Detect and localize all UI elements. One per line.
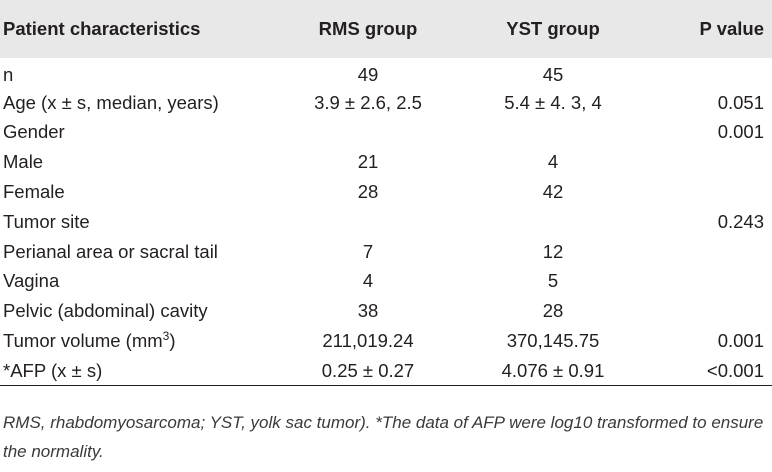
row-label: Male bbox=[3, 151, 44, 173]
table-row: n 49 45 bbox=[0, 58, 772, 88]
p-value bbox=[663, 296, 772, 326]
row-label: Pelvic (abdominal) cavity bbox=[3, 300, 208, 322]
row-label: *AFP (x ± s) bbox=[3, 359, 103, 381]
rms-value: 21 bbox=[357, 151, 379, 173]
rms-value: 28 bbox=[357, 181, 379, 203]
yst-value: 5.4 ± 4. 3, 4 bbox=[504, 91, 602, 113]
row-label: Vagina bbox=[3, 270, 60, 292]
table-row: Pelvic (abdominal) cavity 38 28 bbox=[0, 296, 772, 326]
yst-value: 45 bbox=[542, 63, 564, 85]
p-value bbox=[663, 267, 772, 297]
row-label: Tumor site bbox=[3, 210, 90, 232]
p-value: 0.001 bbox=[717, 121, 764, 143]
table-row: Vagina 4 5 bbox=[0, 267, 772, 297]
yst-value: 370,145.75 bbox=[506, 330, 600, 352]
yst-value: 42 bbox=[542, 181, 564, 203]
table-row: Tumor volume (mm3) 211,019.24 370,145.75… bbox=[0, 326, 772, 356]
header-patient-characteristics: Patient characteristics bbox=[3, 18, 201, 39]
table-row: Tumor site 0.243 bbox=[0, 207, 772, 237]
p-value bbox=[663, 177, 772, 207]
rms-value: 211,019.24 bbox=[322, 330, 414, 352]
p-value: 0.243 bbox=[717, 210, 764, 232]
rms-value: 3.9 ± 2.6, 2.5 bbox=[314, 91, 422, 113]
table-row: Male 21 4 bbox=[0, 147, 772, 177]
row-label: Tumor volume (mm bbox=[3, 330, 163, 352]
table-header-row: Patient characteristics RMS group YST gr… bbox=[0, 0, 772, 58]
header-p-value: P value bbox=[699, 18, 764, 39]
yst-value: 5 bbox=[547, 270, 559, 292]
rms-value: 4 bbox=[362, 270, 374, 292]
p-value: <0.001 bbox=[706, 359, 764, 381]
header-yst-group: YST group bbox=[506, 18, 600, 39]
row-label: Gender bbox=[3, 121, 65, 143]
p-value bbox=[663, 237, 772, 267]
superscript-exponent: 3 bbox=[162, 329, 170, 344]
rms-value bbox=[293, 207, 443, 237]
rms-value: 49 bbox=[357, 63, 379, 85]
yst-value: 12 bbox=[542, 240, 564, 262]
yst-value bbox=[443, 118, 663, 148]
yst-value: 4.076 ± 0.91 bbox=[501, 359, 605, 381]
row-label: Perianal area or sacral tail bbox=[3, 240, 218, 262]
row-label: Age (x ± s, median, years) bbox=[3, 91, 219, 113]
p-value: 0.051 bbox=[717, 91, 764, 113]
table-row: Age (x ± s, median, years) 3.9 ± 2.6, 2.… bbox=[0, 88, 772, 118]
rms-value bbox=[293, 118, 443, 148]
row-label-suffix: ) bbox=[169, 330, 176, 352]
table-row: Female 28 42 bbox=[0, 177, 772, 207]
p-value: 0.001 bbox=[717, 330, 764, 352]
p-value bbox=[663, 58, 772, 88]
yst-value: 4 bbox=[547, 151, 559, 173]
rms-value: 7 bbox=[362, 240, 374, 262]
p-value bbox=[663, 147, 772, 177]
rms-value: 0.25 ± 0.27 bbox=[321, 359, 415, 381]
yst-value: 28 bbox=[542, 300, 564, 322]
rms-value: 38 bbox=[357, 300, 379, 322]
patient-characteristics-table: Patient characteristics RMS group YST gr… bbox=[0, 0, 772, 386]
table-row: Perianal area or sacral tail 7 12 bbox=[0, 237, 772, 267]
table-footnote: RMS, rhabdomyosarcoma; YST, yolk sac tum… bbox=[3, 413, 764, 461]
row-label-tumor-volume: Tumor volume (mm3) bbox=[0, 326, 293, 356]
yst-value bbox=[443, 207, 663, 237]
table-row: Gender 0.001 bbox=[0, 118, 772, 148]
header-rms-group: RMS group bbox=[318, 18, 418, 39]
row-label: Female bbox=[3, 181, 65, 203]
row-label: n bbox=[3, 63, 14, 85]
table-row: *AFP (x ± s) 0.25 ± 0.27 4.076 ± 0.91 <0… bbox=[0, 356, 772, 386]
